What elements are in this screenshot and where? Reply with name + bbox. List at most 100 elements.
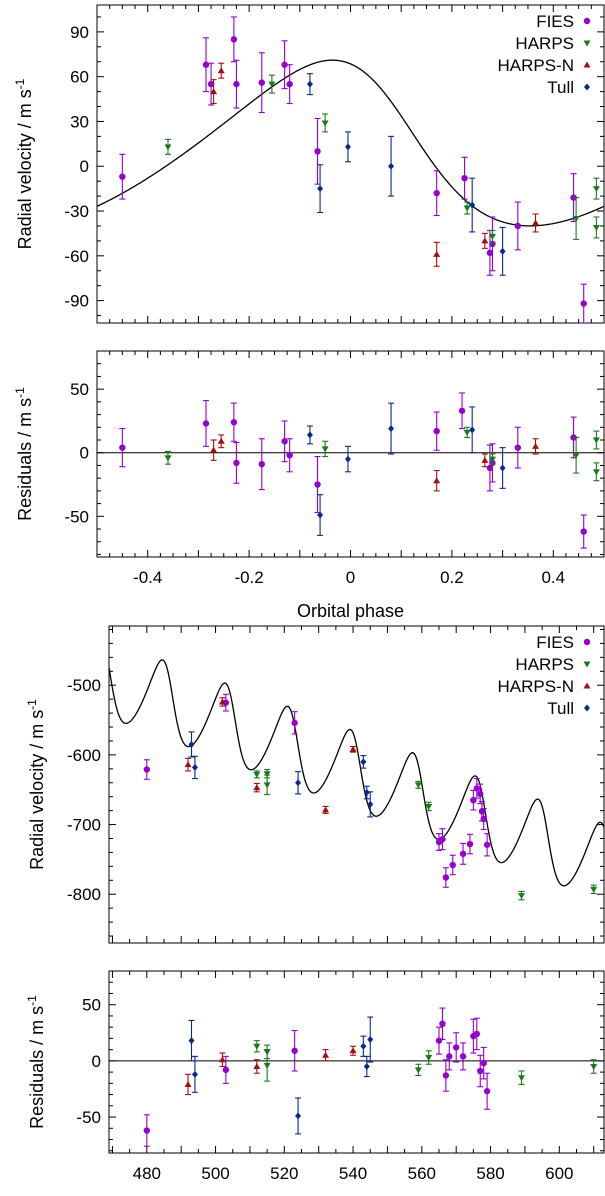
data-point <box>414 1063 422 1077</box>
fies-marker <box>286 452 293 459</box>
tull-marker <box>363 1062 370 1070</box>
data-point <box>281 40 288 90</box>
legend-label: HARPS <box>515 655 574 674</box>
data-point <box>466 833 474 855</box>
harps-n-marker <box>532 219 540 226</box>
legend-label: HARPS <box>515 34 574 53</box>
fies-marker <box>514 444 522 451</box>
x-tick-label: -0.2 <box>234 568 263 587</box>
x-tick-label: 0 <box>346 568 355 587</box>
data-point <box>218 1052 226 1068</box>
harps-marker <box>518 1075 525 1082</box>
data-point <box>414 780 422 789</box>
tull-marker <box>191 1070 198 1078</box>
harps-marker <box>253 1043 261 1050</box>
data-point <box>433 411 440 451</box>
fies-marker <box>291 719 298 727</box>
fies-marker <box>486 464 494 472</box>
harps-n-marker <box>218 1056 226 1063</box>
fies-marker <box>449 861 456 869</box>
fies-marker <box>583 17 591 25</box>
data-point <box>458 392 466 430</box>
data-point <box>263 774 271 796</box>
tull-marker <box>306 80 313 88</box>
fies-marker <box>480 1059 487 1067</box>
y-tick-label: 60 <box>70 68 89 87</box>
harps-marker <box>592 224 600 231</box>
data-point <box>439 828 446 851</box>
harps-n-marker <box>322 806 330 813</box>
harps-marker <box>463 205 471 212</box>
data-point <box>486 229 494 276</box>
series-fies <box>143 693 491 888</box>
y-axis-label: Residuals / m s-1 <box>25 995 47 1129</box>
fies-marker <box>281 438 288 445</box>
fies-marker <box>233 80 240 88</box>
fies-marker <box>458 407 466 414</box>
series-harps-n <box>210 62 540 267</box>
data-point <box>222 1055 230 1084</box>
data-point <box>481 232 489 249</box>
harps-marker <box>572 215 580 222</box>
series-harps-n <box>184 697 357 814</box>
harps-n-marker <box>349 1047 357 1054</box>
series-harps <box>253 1040 598 1086</box>
y-tick-label: 0 <box>80 157 89 176</box>
data-point <box>258 438 265 491</box>
legend: FIES HARPS HARPS-N Tull <box>497 633 591 718</box>
harps-n-marker <box>583 682 591 689</box>
tull-marker <box>317 511 324 519</box>
data-point <box>363 785 370 800</box>
data-point <box>592 462 600 482</box>
harps-n-marker <box>349 745 357 752</box>
fies-marker <box>222 1066 230 1074</box>
legend-label: FIES <box>536 633 574 652</box>
data-point <box>388 402 395 455</box>
fies-marker <box>258 460 265 468</box>
fies-marker <box>207 80 215 88</box>
data-point <box>488 229 496 243</box>
data-point <box>367 791 374 818</box>
x-tick-label: 540 <box>339 1164 367 1183</box>
data-point <box>360 755 367 769</box>
data-point <box>253 770 261 779</box>
series-tull <box>188 731 374 818</box>
data-point <box>459 842 467 865</box>
data-point <box>499 447 506 489</box>
fies-marker <box>439 835 446 843</box>
fies-marker <box>439 1020 446 1028</box>
fies-marker <box>258 79 265 86</box>
fies-marker <box>461 174 468 182</box>
data-point <box>435 833 443 851</box>
x-tick-label: 560 <box>408 1164 436 1183</box>
fies-marker <box>514 222 522 230</box>
y-tick-label: -700 <box>67 816 101 835</box>
fies-marker <box>477 1067 484 1075</box>
series-harps <box>253 768 598 901</box>
y-axis-label: Residuals / m s-1 <box>13 387 35 521</box>
data-point <box>514 201 522 251</box>
harps-n-marker <box>184 1080 192 1087</box>
harps-marker <box>321 446 329 453</box>
data-point <box>281 420 288 463</box>
legend: FIES HARPS HARPS-N Tull <box>497 12 591 97</box>
harps-n-marker <box>253 1062 261 1069</box>
data-point <box>473 778 481 799</box>
y-tick-label: 0 <box>80 444 89 463</box>
fies-marker <box>143 766 151 773</box>
data-point <box>480 1046 487 1080</box>
fies-marker <box>446 1053 453 1060</box>
harps-marker <box>463 429 471 436</box>
fies-marker <box>281 61 288 68</box>
harps-marker <box>414 782 422 789</box>
fies-marker <box>230 419 238 426</box>
harps-marker <box>263 782 271 789</box>
fies-marker <box>480 815 487 823</box>
data-point <box>480 807 487 830</box>
fies-marker <box>433 427 440 435</box>
harps-marker <box>592 437 600 444</box>
fies-marker <box>442 874 450 881</box>
fies-marker <box>477 790 484 798</box>
data-point <box>119 153 126 200</box>
data-point <box>349 1045 357 1056</box>
